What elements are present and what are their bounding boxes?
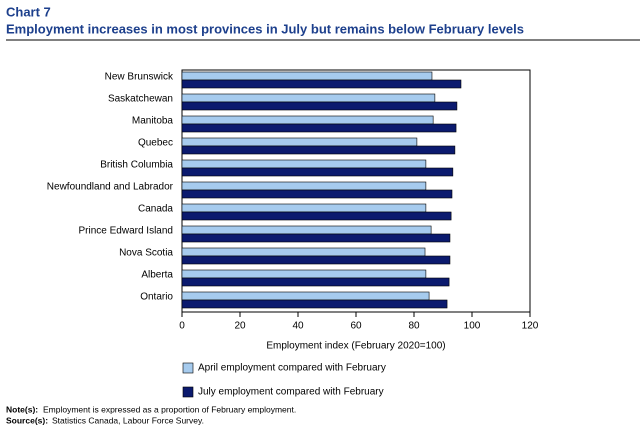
legend-label: July employment compared with February xyxy=(198,387,384,398)
bar xyxy=(181,167,454,177)
bar xyxy=(181,233,451,243)
bar xyxy=(181,299,448,309)
chart-title: Chart 7 xyxy=(6,4,51,19)
bar xyxy=(181,247,426,257)
legend-label: April employment compared with February xyxy=(198,363,386,374)
chart-subtitle: Employment increases in most provinces i… xyxy=(6,21,524,36)
x-tick-label: 80 xyxy=(408,321,420,332)
bar xyxy=(181,211,452,221)
y-tick-label: British Columbia xyxy=(100,160,173,171)
legend-swatch xyxy=(182,386,194,398)
y-tick-label: Alberta xyxy=(141,270,173,281)
y-tick-label: Manitoba xyxy=(132,116,174,127)
bar xyxy=(181,115,434,125)
y-tick-label: New Brunswick xyxy=(105,72,174,83)
source-text: Statistics Canada, Labour Force Survey. xyxy=(52,415,204,425)
bar xyxy=(181,71,433,81)
x-tick-label: 40 xyxy=(292,321,304,332)
x-tick-label: 100 xyxy=(464,321,481,332)
bar xyxy=(181,291,430,301)
bar xyxy=(181,269,427,279)
y-tick-label: Prince Edward Island xyxy=(79,226,174,237)
x-tick-label: 0 xyxy=(179,321,185,332)
y-tick-label: Ontario xyxy=(140,292,173,303)
bar xyxy=(181,123,457,133)
x-tick-label: 20 xyxy=(234,321,246,332)
bar xyxy=(181,137,418,147)
bar xyxy=(181,101,458,111)
legend-swatch xyxy=(182,362,194,374)
y-tick-label: Quebec xyxy=(138,138,173,149)
bar xyxy=(181,255,451,265)
bar xyxy=(181,277,450,287)
bar xyxy=(181,203,427,213)
x-tick-label: 120 xyxy=(522,321,539,332)
bar xyxy=(181,145,456,155)
bar xyxy=(181,181,427,191)
bar xyxy=(181,79,462,89)
x-axis-label: Employment index (February 2020=100) xyxy=(266,341,445,352)
x-tick-label: 60 xyxy=(350,321,362,332)
notes-text: Employment is expressed as a proportion … xyxy=(43,404,296,414)
bar xyxy=(181,93,436,103)
y-tick-label: Nova Scotia xyxy=(119,248,173,259)
notes-label: Note(s): xyxy=(6,404,38,414)
bar xyxy=(181,225,432,235)
bar xyxy=(181,189,453,199)
source-label: Source(s): xyxy=(6,415,48,425)
y-tick-label: Newfoundland and Labrador xyxy=(47,182,174,193)
y-tick-label: Canada xyxy=(138,204,173,215)
y-tick-label: Saskatchewan xyxy=(108,94,173,105)
bar xyxy=(181,159,427,169)
